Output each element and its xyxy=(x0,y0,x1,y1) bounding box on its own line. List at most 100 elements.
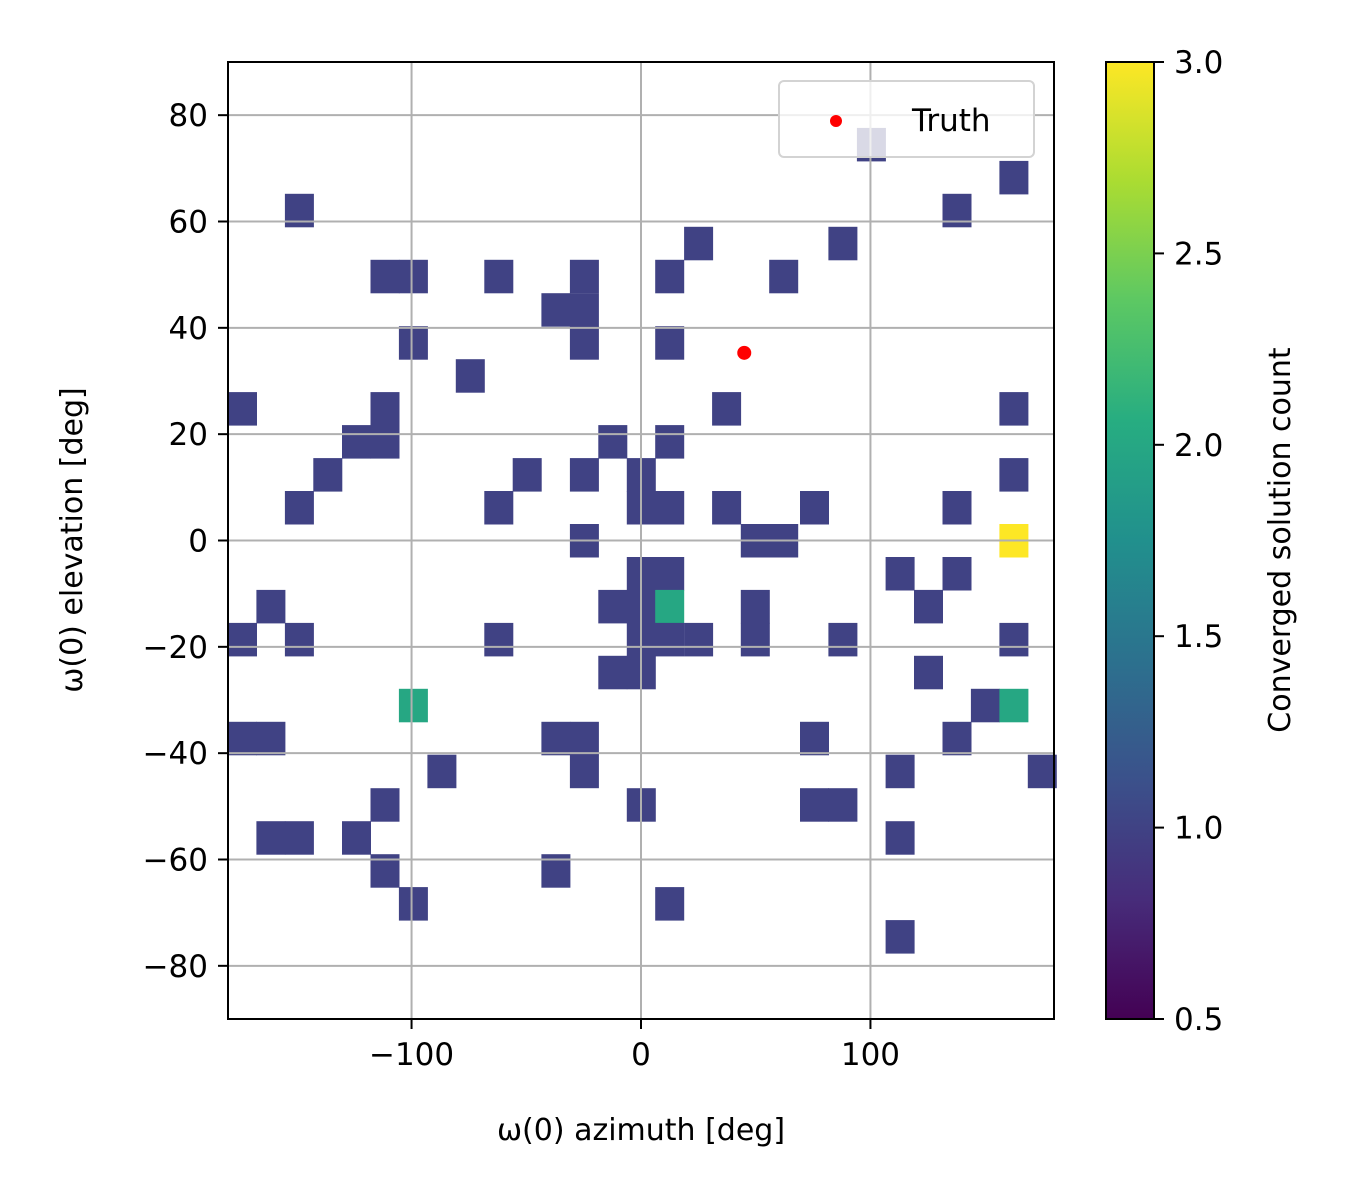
heatmap-cell xyxy=(569,259,599,294)
heatmap-cell xyxy=(427,754,457,789)
heatmap-cell xyxy=(569,754,599,789)
heatmap-cell xyxy=(342,821,371,855)
heatmap-cell xyxy=(455,359,485,393)
heatmap-cell xyxy=(1027,754,1057,789)
heatmap-cell xyxy=(914,589,943,624)
x-axis-label: ω(0) azimuth [deg] xyxy=(497,1113,785,1148)
heatmap-cell xyxy=(370,259,400,294)
y-tick-label: −20 xyxy=(143,630,208,666)
heatmap-cell xyxy=(999,688,1029,723)
heatmap-cell xyxy=(284,491,314,525)
heatmap-cell xyxy=(712,392,742,426)
colorbar-frame xyxy=(1105,61,1155,1020)
truth-point xyxy=(737,345,752,360)
colorbar-label: Converged solution count xyxy=(1263,347,1298,733)
colorbar-tick-label: 0.5 xyxy=(1174,1002,1223,1038)
heatmap-cell xyxy=(740,589,770,624)
heatmap-cell xyxy=(228,721,257,756)
x-tick-label: −100 xyxy=(369,1037,454,1073)
heatmap-cell xyxy=(284,821,314,855)
heatmap-cell xyxy=(655,557,685,591)
heatmap-cell xyxy=(828,622,858,657)
heatmap-cell xyxy=(885,920,915,954)
heatmap-cell xyxy=(484,491,514,525)
colorbar-tick-label: 2.0 xyxy=(1174,428,1223,464)
heatmap-cell xyxy=(800,788,829,822)
heatmap-cell xyxy=(370,425,400,459)
heatmap-cell xyxy=(370,392,400,426)
heatmap-cell xyxy=(999,160,1029,195)
heatmap-cell xyxy=(655,589,685,624)
x-tick-label: 100 xyxy=(841,1037,900,1073)
heatmap-cell xyxy=(655,259,685,294)
y-axis-label: ω(0) elevation [deg] xyxy=(55,387,90,693)
y-tick-label: −80 xyxy=(143,949,208,985)
legend: Truth xyxy=(778,80,1035,158)
colorbar-gradient xyxy=(1106,62,1154,1019)
heatmap-cell xyxy=(885,557,915,591)
y-axis-ticks: 80 60 40 20 0 −20 −40 −60 −80 xyxy=(143,98,228,985)
heatmap-cell xyxy=(370,788,400,822)
heatmap-cell xyxy=(655,491,685,525)
y-tick-label: −60 xyxy=(143,843,208,879)
heatmap-cell xyxy=(398,688,428,723)
heatmap-cell xyxy=(228,392,257,426)
heatmap-cell xyxy=(484,622,514,657)
heatmap-cell xyxy=(684,226,714,261)
y-tick-label: 80 xyxy=(169,98,208,134)
heatmap-cell xyxy=(228,622,257,657)
heatmap-cell xyxy=(999,458,1029,492)
heatmap-cell xyxy=(885,754,915,789)
y-tick-label: 0 xyxy=(188,524,208,560)
colorbar-tick-label: 3.0 xyxy=(1174,45,1223,81)
y-tick-label: 20 xyxy=(169,417,208,453)
heatmap-cell xyxy=(284,622,314,657)
heatmap-cell xyxy=(828,226,858,261)
y-tick-label: 60 xyxy=(169,205,208,241)
heatmap-cell xyxy=(512,458,542,492)
heatmap-cell xyxy=(398,259,428,294)
heatmap-cell xyxy=(942,491,972,525)
heatmap-cell xyxy=(942,557,972,591)
x-axis-ticks: −100 0 100 xyxy=(369,1019,900,1073)
heatmap-cell xyxy=(885,821,915,855)
heatmap-cell xyxy=(828,788,858,822)
legend-box xyxy=(778,80,1035,158)
heatmap-cell xyxy=(256,589,286,624)
heatmap-cell xyxy=(684,622,714,657)
truth-markers xyxy=(737,345,752,360)
colorbar-tick-label: 1.5 xyxy=(1174,619,1223,655)
x-tick-label: 0 xyxy=(631,1037,651,1073)
heatmap-cell xyxy=(541,293,571,327)
heatmap-cell xyxy=(484,259,514,294)
heatmap-cell xyxy=(342,425,371,459)
heatmap-cell xyxy=(800,721,829,756)
y-tick-label: −40 xyxy=(143,736,208,772)
heatmap-cell xyxy=(541,721,571,756)
heatmap-cell xyxy=(655,622,685,657)
heatmap-cell xyxy=(740,622,770,657)
heatmap-cell xyxy=(313,458,343,492)
heatmap-cell xyxy=(942,721,972,756)
heatmap-cell xyxy=(800,491,829,525)
heatmap-cell xyxy=(256,721,286,756)
heatmap-cell xyxy=(970,688,1000,723)
colorbar-tick-label: 1.0 xyxy=(1174,811,1223,847)
heatmap-cell xyxy=(712,491,742,525)
heatmap-cell xyxy=(569,721,599,756)
heatmap-cell xyxy=(256,821,286,855)
y-tick-label: 40 xyxy=(169,311,208,347)
legend-truth-marker xyxy=(830,115,842,127)
heatmap-cell xyxy=(999,622,1029,657)
heatmap-cell xyxy=(569,293,599,327)
heatmap-cell xyxy=(398,887,428,921)
heatmap-cell xyxy=(569,326,599,360)
heatmap-cell xyxy=(914,655,943,690)
heatmap-cell xyxy=(655,326,685,360)
legend-truth-label: Truth xyxy=(911,103,991,139)
heatmap-cell xyxy=(769,259,799,294)
colorbar-ticks: 3.0 2.5 2.0 1.5 1.0 0.5 xyxy=(1154,45,1223,1038)
heatmap-cell xyxy=(999,392,1029,426)
heatmap-cell xyxy=(398,326,428,360)
